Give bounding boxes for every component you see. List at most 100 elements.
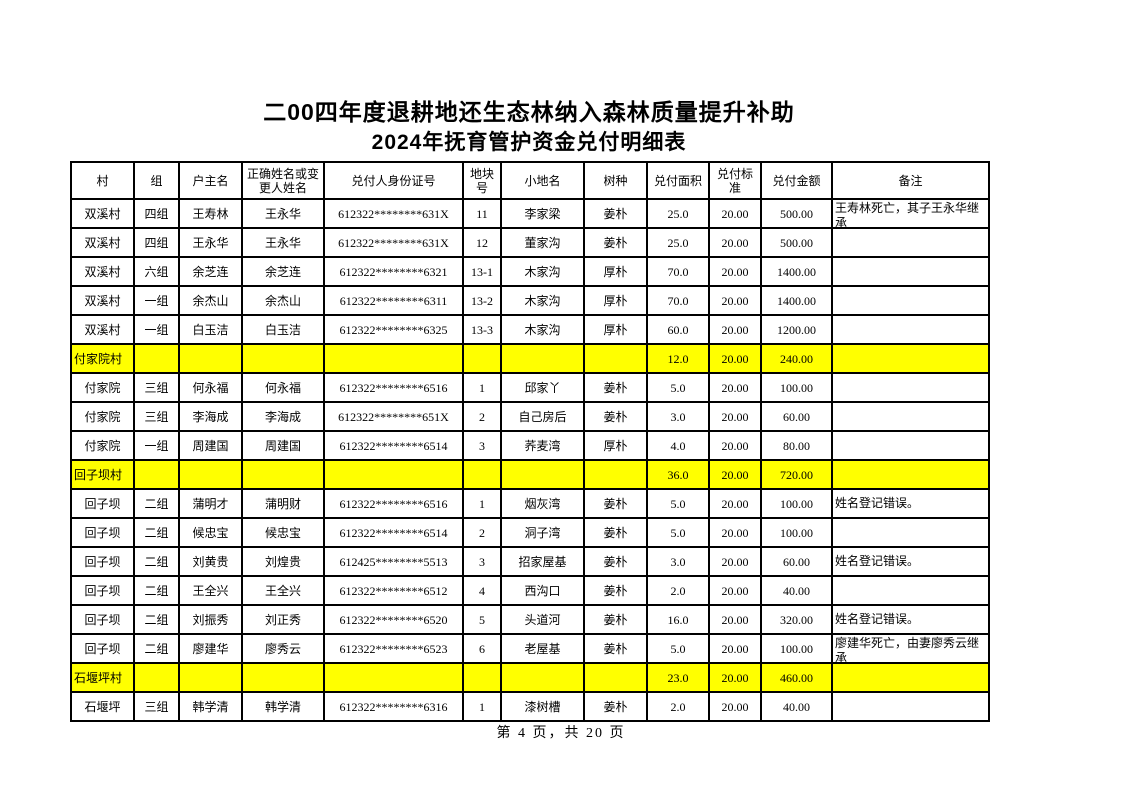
- table-cell: 1: [462, 488, 502, 519]
- table-cell: 双溪村: [70, 198, 135, 229]
- table-cell: 1200.00: [760, 314, 833, 345]
- page-footer: 第 4 页，共 20 页: [496, 726, 626, 741]
- column-header: 兑付人身份证号: [323, 161, 464, 200]
- village-summary-row: 付家院村 12.0 20.00 240.00: [70, 343, 990, 374]
- table-cell: 20.00: [708, 372, 762, 403]
- table-cell: 60.00: [760, 401, 833, 432]
- table-cell: 100.00: [760, 633, 833, 664]
- table-cell: 姜朴: [583, 488, 648, 519]
- table-cell: 石堰坪村: [70, 662, 135, 693]
- table-cell: 王全兴: [178, 575, 243, 606]
- table-cell: [241, 343, 325, 374]
- table-cell: 董家沟: [500, 227, 585, 258]
- table-cell: 20.00: [708, 285, 762, 316]
- table-cell: 木家沟: [500, 285, 585, 316]
- table-cell: 姜朴: [583, 198, 648, 229]
- table-cell: 廖秀云: [241, 633, 325, 664]
- table-cell: 周建国: [178, 430, 243, 461]
- table-cell: 二组: [133, 546, 180, 577]
- table-cell: 二组: [133, 633, 180, 664]
- table-cell: [831, 575, 990, 606]
- table-cell: 一组: [133, 430, 180, 461]
- table-cell: 厚朴: [583, 285, 648, 316]
- table-cell: 余芝连: [241, 256, 325, 287]
- table-cell: 612322********6514: [323, 430, 464, 461]
- table-cell: 李家梁: [500, 198, 585, 229]
- table-cell: 80.00: [760, 430, 833, 461]
- table-cell: 回子坝村: [70, 459, 135, 490]
- table-cell: [500, 459, 585, 490]
- table-cell: 李海成: [178, 401, 243, 432]
- table-cell: [462, 343, 502, 374]
- table-cell: 周建国: [241, 430, 325, 461]
- table-cell: 荞麦湾: [500, 430, 585, 461]
- table-cell: 3: [462, 430, 502, 461]
- table-cell: 四组: [133, 227, 180, 258]
- table-cell: 自己房后: [500, 401, 585, 432]
- table-cell: [133, 662, 180, 693]
- table-cell: 100.00: [760, 517, 833, 548]
- table-cell: 刘振秀: [178, 604, 243, 635]
- table-cell: 李海成: [241, 401, 325, 432]
- table-cell: [583, 459, 648, 490]
- table-row: 双溪村 六组 余芝连 余芝连 612322********6321 13-1 木家沟 厚朴 70…: [70, 256, 990, 287]
- table-cell: 23.0: [646, 662, 710, 693]
- table-cell: 蒲明财: [241, 488, 325, 519]
- table-cell: 一组: [133, 314, 180, 345]
- table-cell: 姜朴: [583, 691, 648, 722]
- table-cell: 双溪村: [70, 285, 135, 316]
- payment-detail-table: 村组户主名 正确姓名或变更人姓名 兑付人身份证号 地块号 小地名 树种 兑付面积 兑付标准 兑付…: [70, 161, 990, 722]
- table-cell: 韩学清: [241, 691, 325, 722]
- table-cell: 付家院村: [70, 343, 135, 374]
- table-cell: 20.00: [708, 459, 762, 490]
- table-cell: [133, 459, 180, 490]
- table-row: 双溪村 一组 余杰山 余杰山 612322********6311 13-2 木家沟 厚朴 70…: [70, 285, 990, 316]
- table-row: 回子坝 二组 王全兴 王全兴 612322********6512 4 西沟口 姜朴 2.0 20…: [70, 575, 990, 606]
- table-cell: 白玉洁: [241, 314, 325, 345]
- table-cell: 20.00: [708, 488, 762, 519]
- table-cell: 612322********6523: [323, 633, 464, 664]
- table-cell: 二组: [133, 575, 180, 606]
- table-cell: 厚朴: [583, 256, 648, 287]
- table-cell: 刘正秀: [241, 604, 325, 635]
- table-cell: 25.0: [646, 198, 710, 229]
- table-cell: 四组: [133, 198, 180, 229]
- table-cell: 612322********6321: [323, 256, 464, 287]
- table-cell: [831, 227, 990, 258]
- table-cell: 1400.00: [760, 285, 833, 316]
- table-cell: 20.00: [708, 227, 762, 258]
- table-cell: 2.0: [646, 575, 710, 606]
- table-cell: 付家院: [70, 430, 135, 461]
- table-cell: 20.00: [708, 198, 762, 229]
- table-cell: 三组: [133, 372, 180, 403]
- table-cell: 40.00: [760, 691, 833, 722]
- table-row: 双溪村 一组 白玉洁 白玉洁 612322********6325 13-3 木家沟 厚朴 60…: [70, 314, 990, 345]
- table-row: 石堰坪 三组 韩学清 韩学清 612322********6316 1 漆树槽 姜朴 2.0 20…: [70, 691, 990, 722]
- table-row: 回子坝 二组 刘振秀 刘正秀 612322********6520 5 头道河 姜朴 16.0 2…: [70, 604, 990, 635]
- column-header: 组: [133, 161, 180, 200]
- table-cell: 612322********6325: [323, 314, 464, 345]
- column-header: 兑付金额: [760, 161, 833, 200]
- table-cell: [323, 343, 464, 374]
- table-cell: 612322********6520: [323, 604, 464, 635]
- table-cell: 20.00: [708, 546, 762, 577]
- table-cell: [831, 517, 990, 548]
- table-cell: 4.0: [646, 430, 710, 461]
- document-title: 二00四年度退耕地还生态林纳入森林质量提升补助 2024年抚育管护资金兑付明细表: [70, 96, 988, 158]
- table-cell: 20.00: [708, 662, 762, 693]
- table-cell: 13-1: [462, 256, 502, 287]
- table-cell: [831, 314, 990, 345]
- table-cell: [831, 691, 990, 722]
- table-cell: [583, 343, 648, 374]
- table-cell: 何永福: [178, 372, 243, 403]
- table-cell: 5.0: [646, 488, 710, 519]
- table-cell: 木家沟: [500, 256, 585, 287]
- table-cell: 姜朴: [583, 633, 648, 664]
- table-header-row: 村组户主名 正确姓名或变更人姓名 兑付人身份证号 地块号 小地名 树种 兑付面积 兑付标准 兑付…: [70, 161, 990, 200]
- table-cell: 13-3: [462, 314, 502, 345]
- table-cell: 回子坝: [70, 488, 135, 519]
- column-header: 树种: [583, 161, 648, 200]
- table-cell: 12: [462, 227, 502, 258]
- table-cell: [178, 662, 243, 693]
